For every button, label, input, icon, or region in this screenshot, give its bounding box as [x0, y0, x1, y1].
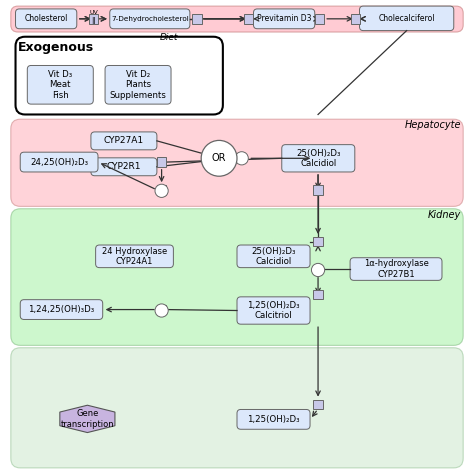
Text: Diet: Diet [159, 33, 178, 42]
Text: Cholecalciferol: Cholecalciferol [378, 14, 435, 23]
Bar [157, 305, 166, 314]
Text: ||: || [91, 17, 96, 24]
Bar [313, 290, 323, 299]
Text: 24 Hydroxylase
CYP24A1: 24 Hydroxylase CYP24A1 [102, 246, 167, 266]
Text: Kidney: Kidney [428, 210, 461, 220]
Circle shape [311, 264, 325, 277]
Text: 1α-hydroxylase
CYP27B1: 1α-hydroxylase CYP27B1 [364, 259, 428, 279]
Text: 1,25(OH)₂D₃
Calcitriol: 1,25(OH)₂D₃ Calcitriol [247, 301, 300, 320]
Text: 25(OH)₂D₃
Calcidiol: 25(OH)₂D₃ Calcidiol [296, 149, 340, 168]
Text: 24,25(OH)₂D₃: 24,25(OH)₂D₃ [30, 157, 88, 166]
Bar [313, 237, 323, 246]
FancyBboxPatch shape [27, 65, 93, 104]
Circle shape [201, 140, 237, 176]
FancyBboxPatch shape [237, 410, 310, 429]
Text: Vit D₂
Plants
Supplements: Vit D₂ Plants Supplements [109, 70, 166, 100]
FancyBboxPatch shape [20, 300, 103, 319]
FancyBboxPatch shape [11, 6, 463, 32]
Text: 25(OH)₂D₃
Calcidiol: 25(OH)₂D₃ Calcidiol [251, 246, 296, 266]
FancyBboxPatch shape [11, 209, 463, 346]
FancyBboxPatch shape [11, 348, 463, 468]
Bar [313, 400, 323, 409]
Text: 7-Dehydrocholesterol: 7-Dehydrocholesterol [111, 16, 189, 22]
FancyBboxPatch shape [237, 245, 310, 268]
Bar [192, 14, 201, 24]
FancyBboxPatch shape [110, 9, 190, 29]
FancyBboxPatch shape [359, 6, 454, 31]
Text: UV: UV [90, 9, 98, 15]
FancyBboxPatch shape [16, 9, 77, 29]
Circle shape [155, 184, 168, 197]
FancyBboxPatch shape [91, 158, 157, 176]
FancyBboxPatch shape [16, 36, 223, 115]
FancyBboxPatch shape [282, 145, 355, 172]
FancyBboxPatch shape [11, 119, 463, 206]
Text: 1,25(OH)₂D₃: 1,25(OH)₂D₃ [247, 415, 300, 424]
Text: CYP2R1: CYP2R1 [107, 162, 141, 171]
Circle shape [235, 152, 248, 165]
Polygon shape [60, 405, 115, 433]
Bar [315, 14, 324, 24]
Text: OR: OR [212, 153, 227, 164]
Bar [313, 185, 323, 195]
Text: Vit D₃
Meat
Fish: Vit D₃ Meat Fish [48, 70, 73, 100]
Text: CYP27A1: CYP27A1 [104, 137, 144, 146]
Bar [157, 157, 166, 167]
FancyBboxPatch shape [350, 258, 442, 280]
Text: Previtamin D3: Previtamin D3 [257, 14, 311, 23]
Circle shape [155, 304, 168, 317]
Bar [89, 14, 99, 24]
FancyBboxPatch shape [254, 9, 315, 29]
FancyBboxPatch shape [20, 152, 98, 172]
Bar [244, 14, 254, 24]
Bar [157, 185, 166, 195]
Text: 1,24,25(OH)₃D₃: 1,24,25(OH)₃D₃ [28, 305, 95, 314]
FancyBboxPatch shape [105, 65, 171, 104]
Text: Exogenous: Exogenous [18, 41, 94, 54]
FancyBboxPatch shape [237, 297, 310, 324]
Bar [351, 14, 360, 24]
Text: Gene
transcription: Gene transcription [61, 409, 114, 428]
Text: Cholesterol: Cholesterol [25, 14, 68, 23]
FancyBboxPatch shape [91, 132, 157, 150]
Text: Hepatocyte: Hepatocyte [404, 120, 461, 130]
FancyBboxPatch shape [96, 245, 173, 268]
